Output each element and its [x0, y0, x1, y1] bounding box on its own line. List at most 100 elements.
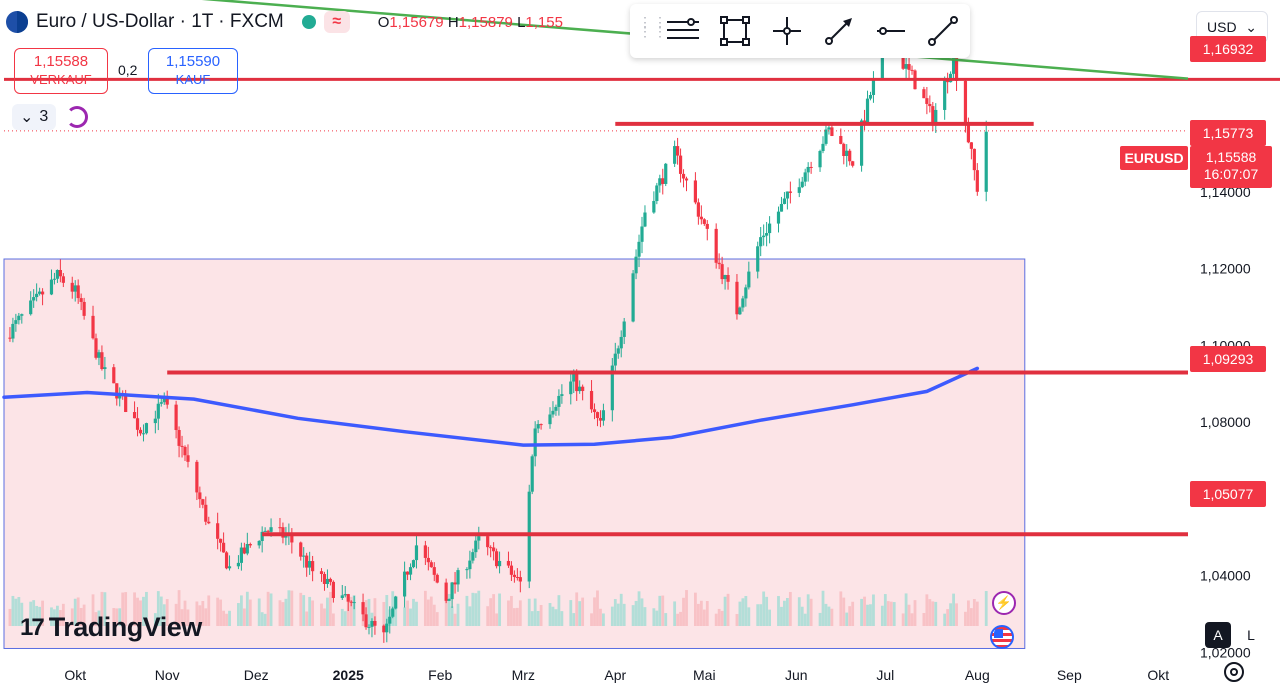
volume-bar: [94, 612, 98, 626]
log-scale-button[interactable]: L: [1238, 622, 1264, 648]
volume-bar: [904, 593, 908, 626]
us-flag-icon[interactable]: [990, 625, 1014, 649]
candle: [723, 274, 727, 290]
candle: [132, 401, 137, 419]
x-tick-label: Jun: [785, 667, 808, 683]
candle-body: [655, 185, 659, 202]
volume-bar: [435, 612, 439, 626]
volume-bar: [696, 603, 700, 626]
volume-bar: [474, 593, 478, 626]
candle-body: [162, 397, 166, 403]
indicator-wave-icon[interactable]: ≈: [323, 11, 350, 33]
refresh-icon[interactable]: [66, 106, 88, 128]
moving-average-line: [2, 366, 980, 447]
candle: [219, 538, 223, 552]
volume-bar: [331, 613, 335, 626]
trend-line-stroke: [201, 0, 1189, 80]
volume-bar: [694, 592, 697, 626]
candle: [94, 333, 98, 360]
candle: [177, 426, 181, 458]
volume-bar: [486, 606, 490, 626]
candle: [741, 295, 745, 312]
volume-bar: [477, 590, 481, 626]
volume-bar: [616, 603, 620, 626]
drag-handle-icon[interactable]: ⋮⋮ ⋮⋮: [638, 14, 668, 39]
candle-body: [138, 429, 143, 434]
volume-bar: [115, 608, 119, 626]
candle-body: [429, 562, 433, 568]
candle: [414, 536, 419, 569]
candle: [444, 578, 448, 604]
candle: [477, 526, 481, 550]
settings-icon[interactable]: [1224, 662, 1244, 682]
symbol-title[interactable]: Euro / US-Dollar · 1T · FXCM: [36, 11, 284, 32]
buy-button[interactable]: 1,15590 KAUF: [148, 48, 238, 94]
volume-bar: [590, 613, 593, 626]
tradingview-logo[interactable]: 17 TradingView: [20, 612, 202, 643]
volume-bar: [747, 607, 751, 626]
volume-bar: [367, 598, 371, 626]
indicators-toggle[interactable]: ⌄ 3: [12, 104, 57, 130]
trend-line-icon[interactable]: [924, 12, 962, 50]
candle-body: [450, 582, 454, 600]
volume-bar: [103, 592, 107, 626]
volume-bar: [827, 606, 831, 626]
candle-body: [969, 142, 973, 149]
text-lines-icon[interactable]: [664, 12, 702, 50]
candle: [52, 272, 57, 285]
candle: [910, 65, 914, 75]
volume-bar: [613, 599, 617, 626]
candle-body: [183, 446, 187, 456]
volume-bar: [602, 613, 605, 626]
candle-body: [536, 424, 540, 429]
candle-body: [741, 298, 745, 308]
volume-bar: [76, 597, 80, 626]
candle: [946, 72, 950, 94]
volume-bar: [320, 603, 323, 626]
candle: [153, 410, 157, 434]
rectangle-tool-icon[interactable]: [716, 12, 754, 50]
candle: [328, 577, 333, 586]
eu-flag-icon: [6, 11, 28, 33]
x-tick-label: 2025: [333, 667, 364, 683]
candle: [100, 345, 104, 371]
candle-body: [141, 433, 146, 435]
candle-body: [759, 237, 763, 247]
volume-bar: [785, 597, 789, 626]
sell-button[interactable]: 1,15588 VERKAUF: [14, 48, 108, 94]
volume-bar: [299, 592, 303, 626]
crosshair-icon[interactable]: [768, 12, 806, 50]
lightning-icon[interactable]: ⚡: [992, 591, 1016, 615]
auto-scale-button[interactable]: A: [1205, 622, 1231, 648]
volume-bar: [946, 609, 950, 626]
candle-body: [373, 621, 377, 626]
candle: [527, 484, 531, 589]
volume-bar: [783, 600, 786, 626]
volume-bar: [967, 600, 970, 626]
candle-body: [346, 594, 350, 602]
candle: [186, 444, 190, 468]
candle-body: [800, 181, 804, 188]
candle-body: [738, 307, 742, 315]
arrow-tool-icon[interactable]: [820, 12, 858, 50]
candle-body: [723, 275, 727, 280]
candle: [717, 253, 721, 270]
volume-bar: [133, 592, 136, 626]
volume-bar: [239, 595, 243, 626]
candle-body: [901, 51, 905, 69]
candle: [403, 561, 407, 608]
tradingview-logo-icon: 17: [20, 613, 45, 641]
candle: [512, 570, 516, 583]
volume-bar: [922, 613, 926, 626]
horizontal-ray-icon[interactable]: [872, 12, 910, 50]
candle: [726, 267, 730, 290]
candle: [492, 542, 496, 561]
volume-bar: [759, 604, 763, 626]
volume-bar: [456, 603, 460, 626]
volume-bar: [53, 609, 56, 626]
candle: [343, 586, 347, 598]
candle: [11, 317, 15, 343]
volume-bar: [969, 608, 973, 626]
candle: [174, 400, 178, 439]
